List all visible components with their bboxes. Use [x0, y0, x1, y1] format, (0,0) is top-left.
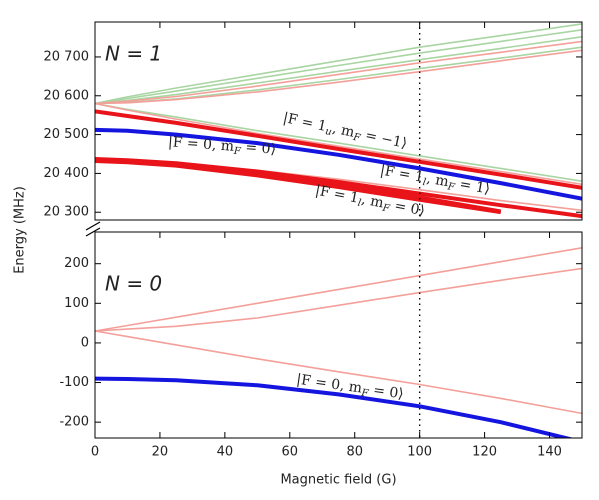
- state-label: |F = 1l, mF = 1⟩: [379, 162, 492, 199]
- plot-area: [95, 247, 582, 438]
- curve: [95, 40, 582, 105]
- x-axis-label: Magnetic field (G): [280, 473, 396, 488]
- curve: [95, 29, 582, 105]
- curve: [95, 376, 575, 438]
- label-part: = 1⟩: [454, 176, 491, 198]
- label-part: , m: [360, 192, 385, 212]
- x-tick-label: 140: [537, 445, 562, 460]
- y-tick-label: -100: [59, 375, 89, 390]
- y-tick-label: 20 400: [44, 166, 90, 181]
- state-label: |F = 0, mF = 0⟩: [295, 372, 404, 404]
- curve: [95, 102, 582, 186]
- panel-label: N = 1: [105, 42, 162, 66]
- label-part: u: [324, 126, 333, 138]
- y-tick-label: 20 600: [44, 88, 90, 103]
- label-part: = 0⟩: [240, 139, 276, 157]
- curve: [95, 109, 582, 190]
- axis-break: [85, 221, 101, 237]
- y-tick-label: 20 300: [44, 205, 90, 220]
- label-part: = 0⟩: [389, 197, 426, 219]
- y-tick-label: 100: [64, 296, 89, 311]
- y-tick-label: 200: [64, 256, 89, 271]
- y-tick-label: 0: [81, 335, 89, 350]
- label-part: |F = 1: [282, 110, 328, 135]
- curve: [95, 127, 582, 201]
- label-part: = 0⟩: [368, 382, 405, 403]
- label-part: |F = 0, m: [168, 134, 235, 155]
- curve: [95, 267, 582, 332]
- frame: [94, 231, 583, 439]
- frame: [94, 21, 583, 221]
- label-part: F: [351, 131, 362, 144]
- label-part: F: [360, 387, 370, 399]
- y-tick-label: 20 700: [44, 49, 90, 64]
- curve: [95, 102, 582, 182]
- label-part: F: [381, 202, 392, 215]
- y-axis-label: Energy (MHz): [13, 186, 28, 274]
- label-part: , m: [425, 171, 450, 191]
- y-tick-label: -200: [59, 415, 89, 430]
- plot-area: [95, 23, 582, 219]
- x-tick-label: 60: [282, 445, 299, 460]
- x-tick-label: 40: [217, 445, 234, 460]
- label-part: l: [422, 176, 427, 187]
- curve: [95, 49, 582, 105]
- label-part: l: [357, 197, 362, 208]
- panel-label: N = 0: [105, 272, 162, 296]
- label-part: F: [232, 145, 242, 157]
- x-tick-label: 20: [152, 445, 169, 460]
- label-part: |F = 1: [379, 162, 425, 185]
- x-tick-label: 0: [91, 445, 99, 460]
- label-part: F: [446, 181, 457, 193]
- y-tick-label: 20 500: [44, 127, 90, 142]
- label-part: , m: [331, 121, 356, 141]
- curve: [95, 23, 582, 105]
- state-label: |F = 0, mF = 0⟩: [167, 134, 276, 159]
- curve: [95, 36, 582, 105]
- x-tick-label: 100: [407, 445, 432, 460]
- x-tick-label: 120: [472, 445, 497, 460]
- curve: [95, 330, 582, 415]
- x-tick-label: 80: [346, 445, 363, 460]
- curve: [95, 157, 582, 219]
- curve: [95, 247, 582, 332]
